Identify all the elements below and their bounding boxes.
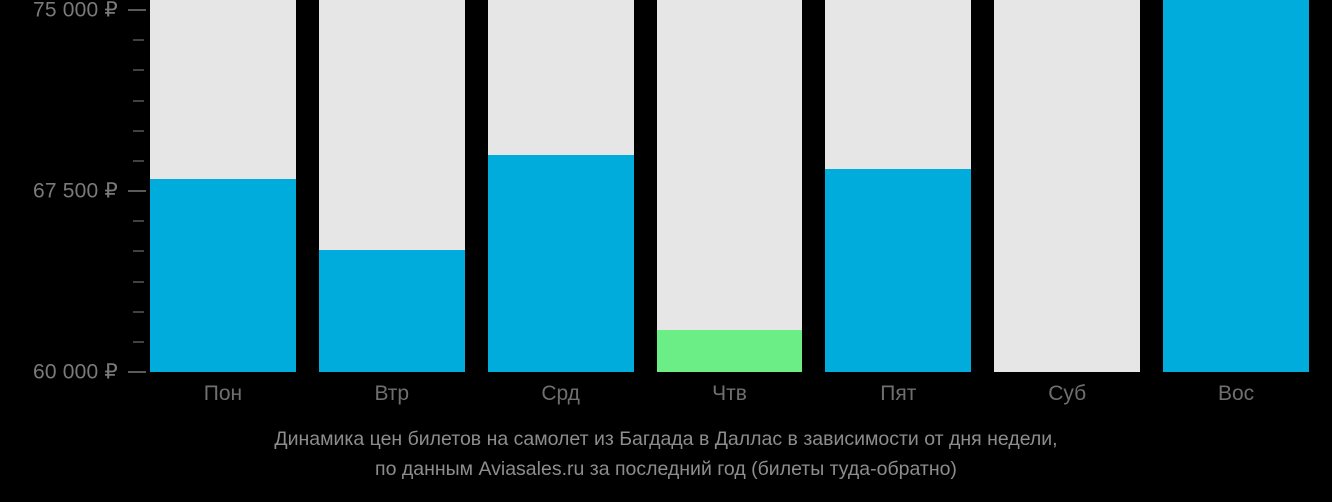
y-axis-tick-minor (133, 220, 144, 223)
y-axis-tick-minor (133, 69, 144, 72)
y-axis-label: 60 000 ₽ (32, 360, 118, 384)
bar-group (150, 0, 1332, 372)
bar-value (656, 330, 803, 372)
caption-line-1: Динамика цен билетов на самолет из Багда… (274, 428, 1058, 450)
bar-column[interactable] (656, 0, 803, 372)
y-axis-label: 67 500 ₽ (32, 179, 118, 203)
bar-value (825, 168, 972, 372)
x-axis-label: Суб (1048, 382, 1087, 405)
y-axis-tick-major (128, 190, 146, 192)
bar-value (318, 249, 465, 372)
bar-column[interactable] (150, 0, 296, 372)
y-axis-tick-major (128, 371, 146, 373)
x-axis-label: Втр (374, 382, 410, 405)
x-axis-label: Вос (1217, 382, 1255, 405)
bar-value (1163, 0, 1309, 372)
bar-column[interactable] (1163, 0, 1309, 372)
y-axis-tick-major (128, 9, 146, 11)
x-axis-label: Чтв (712, 382, 747, 405)
bar-column[interactable] (318, 0, 465, 372)
y-axis-label: 75 000 ₽ (32, 0, 118, 22)
y-axis-tick-minor (133, 250, 144, 253)
x-axis-label: Пят (880, 382, 917, 405)
bar-value (150, 178, 296, 372)
x-axis-label: Пон (203, 382, 243, 405)
y-axis: 75 000 ₽ 67 500 ₽ 60 000 ₽ (0, 0, 150, 383)
y-axis-tick-minor (133, 310, 144, 313)
plot-area: 75 000 ₽ 67 500 ₽ 60 000 ₽ (0, 0, 1332, 383)
y-axis-tick-minor (133, 340, 144, 343)
y-axis-tick-minor (133, 39, 144, 42)
x-axis: Пон Втр Срд Чтв Пят Суб Вос (150, 372, 1332, 420)
x-axis-label: Срд (541, 382, 580, 405)
bar-track (994, 0, 1141, 372)
bar-column[interactable] (487, 0, 634, 372)
bar-value (487, 154, 634, 372)
y-axis-tick-minor (133, 280, 144, 283)
chart-caption: Динамика цен билетов на самолет из Багда… (0, 424, 1332, 484)
bar-track (656, 0, 803, 372)
y-axis-tick-minor (133, 129, 144, 132)
y-axis-tick-minor (133, 159, 144, 162)
bar-column[interactable] (825, 0, 972, 372)
caption-line-2: по данным Aviasales.ru за последний год … (375, 458, 957, 480)
bar-column[interactable] (994, 0, 1141, 372)
y-axis-tick-minor (133, 99, 144, 102)
